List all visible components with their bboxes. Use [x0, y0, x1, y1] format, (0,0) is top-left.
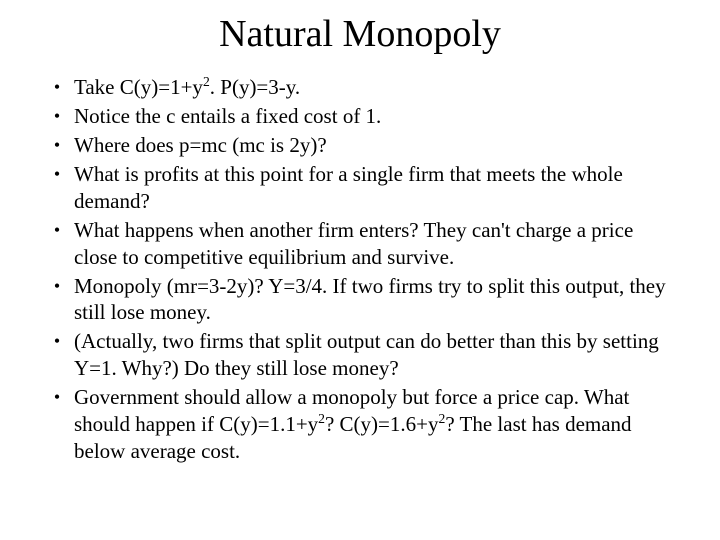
- bullet-text: Notice the c entails a fixed cost of 1.: [74, 103, 680, 130]
- bullet-dot: •: [40, 217, 74, 244]
- bullet-dot: •: [40, 132, 74, 159]
- list-item: • (Actually, two firms that split output…: [40, 328, 680, 382]
- bullet-text: Where does p=mc (mc is 2y)?: [74, 132, 680, 159]
- bullet-text: (Actually, two firms that split output c…: [74, 328, 680, 382]
- bullet-dot: •: [40, 74, 74, 101]
- bullet-dot: •: [40, 384, 74, 411]
- bullet-dot: •: [40, 103, 74, 130]
- bullet-text: What is profits at this point for a sing…: [74, 161, 680, 215]
- list-item: • Where does p=mc (mc is 2y)?: [40, 132, 680, 159]
- slide-title: Natural Monopoly: [40, 12, 680, 56]
- bullet-dot: •: [40, 328, 74, 355]
- list-item: • Government should allow a monopoly but…: [40, 384, 680, 465]
- list-item: • Take C(y)=1+y2. P(y)=3-y.: [40, 74, 680, 101]
- bullet-text: Government should allow a monopoly but f…: [74, 384, 680, 465]
- bullet-text: Take C(y)=1+y2. P(y)=3-y.: [74, 74, 680, 101]
- slide: Natural Monopoly • Take C(y)=1+y2. P(y)=…: [0, 0, 720, 540]
- list-item: • Monopoly (mr=3-2y)? Y=3/4. If two firm…: [40, 273, 680, 327]
- list-item: • What happens when another firm enters?…: [40, 217, 680, 271]
- bullet-dot: •: [40, 273, 74, 300]
- list-item: • What is profits at this point for a si…: [40, 161, 680, 215]
- bullet-list: • Take C(y)=1+y2. P(y)=3-y. • Notice the…: [40, 74, 680, 465]
- bullet-text: Monopoly (mr=3-2y)? Y=3/4. If two firms …: [74, 273, 680, 327]
- list-item: • Notice the c entails a fixed cost of 1…: [40, 103, 680, 130]
- bullet-text: What happens when another firm enters? T…: [74, 217, 680, 271]
- bullet-dot: •: [40, 161, 74, 188]
